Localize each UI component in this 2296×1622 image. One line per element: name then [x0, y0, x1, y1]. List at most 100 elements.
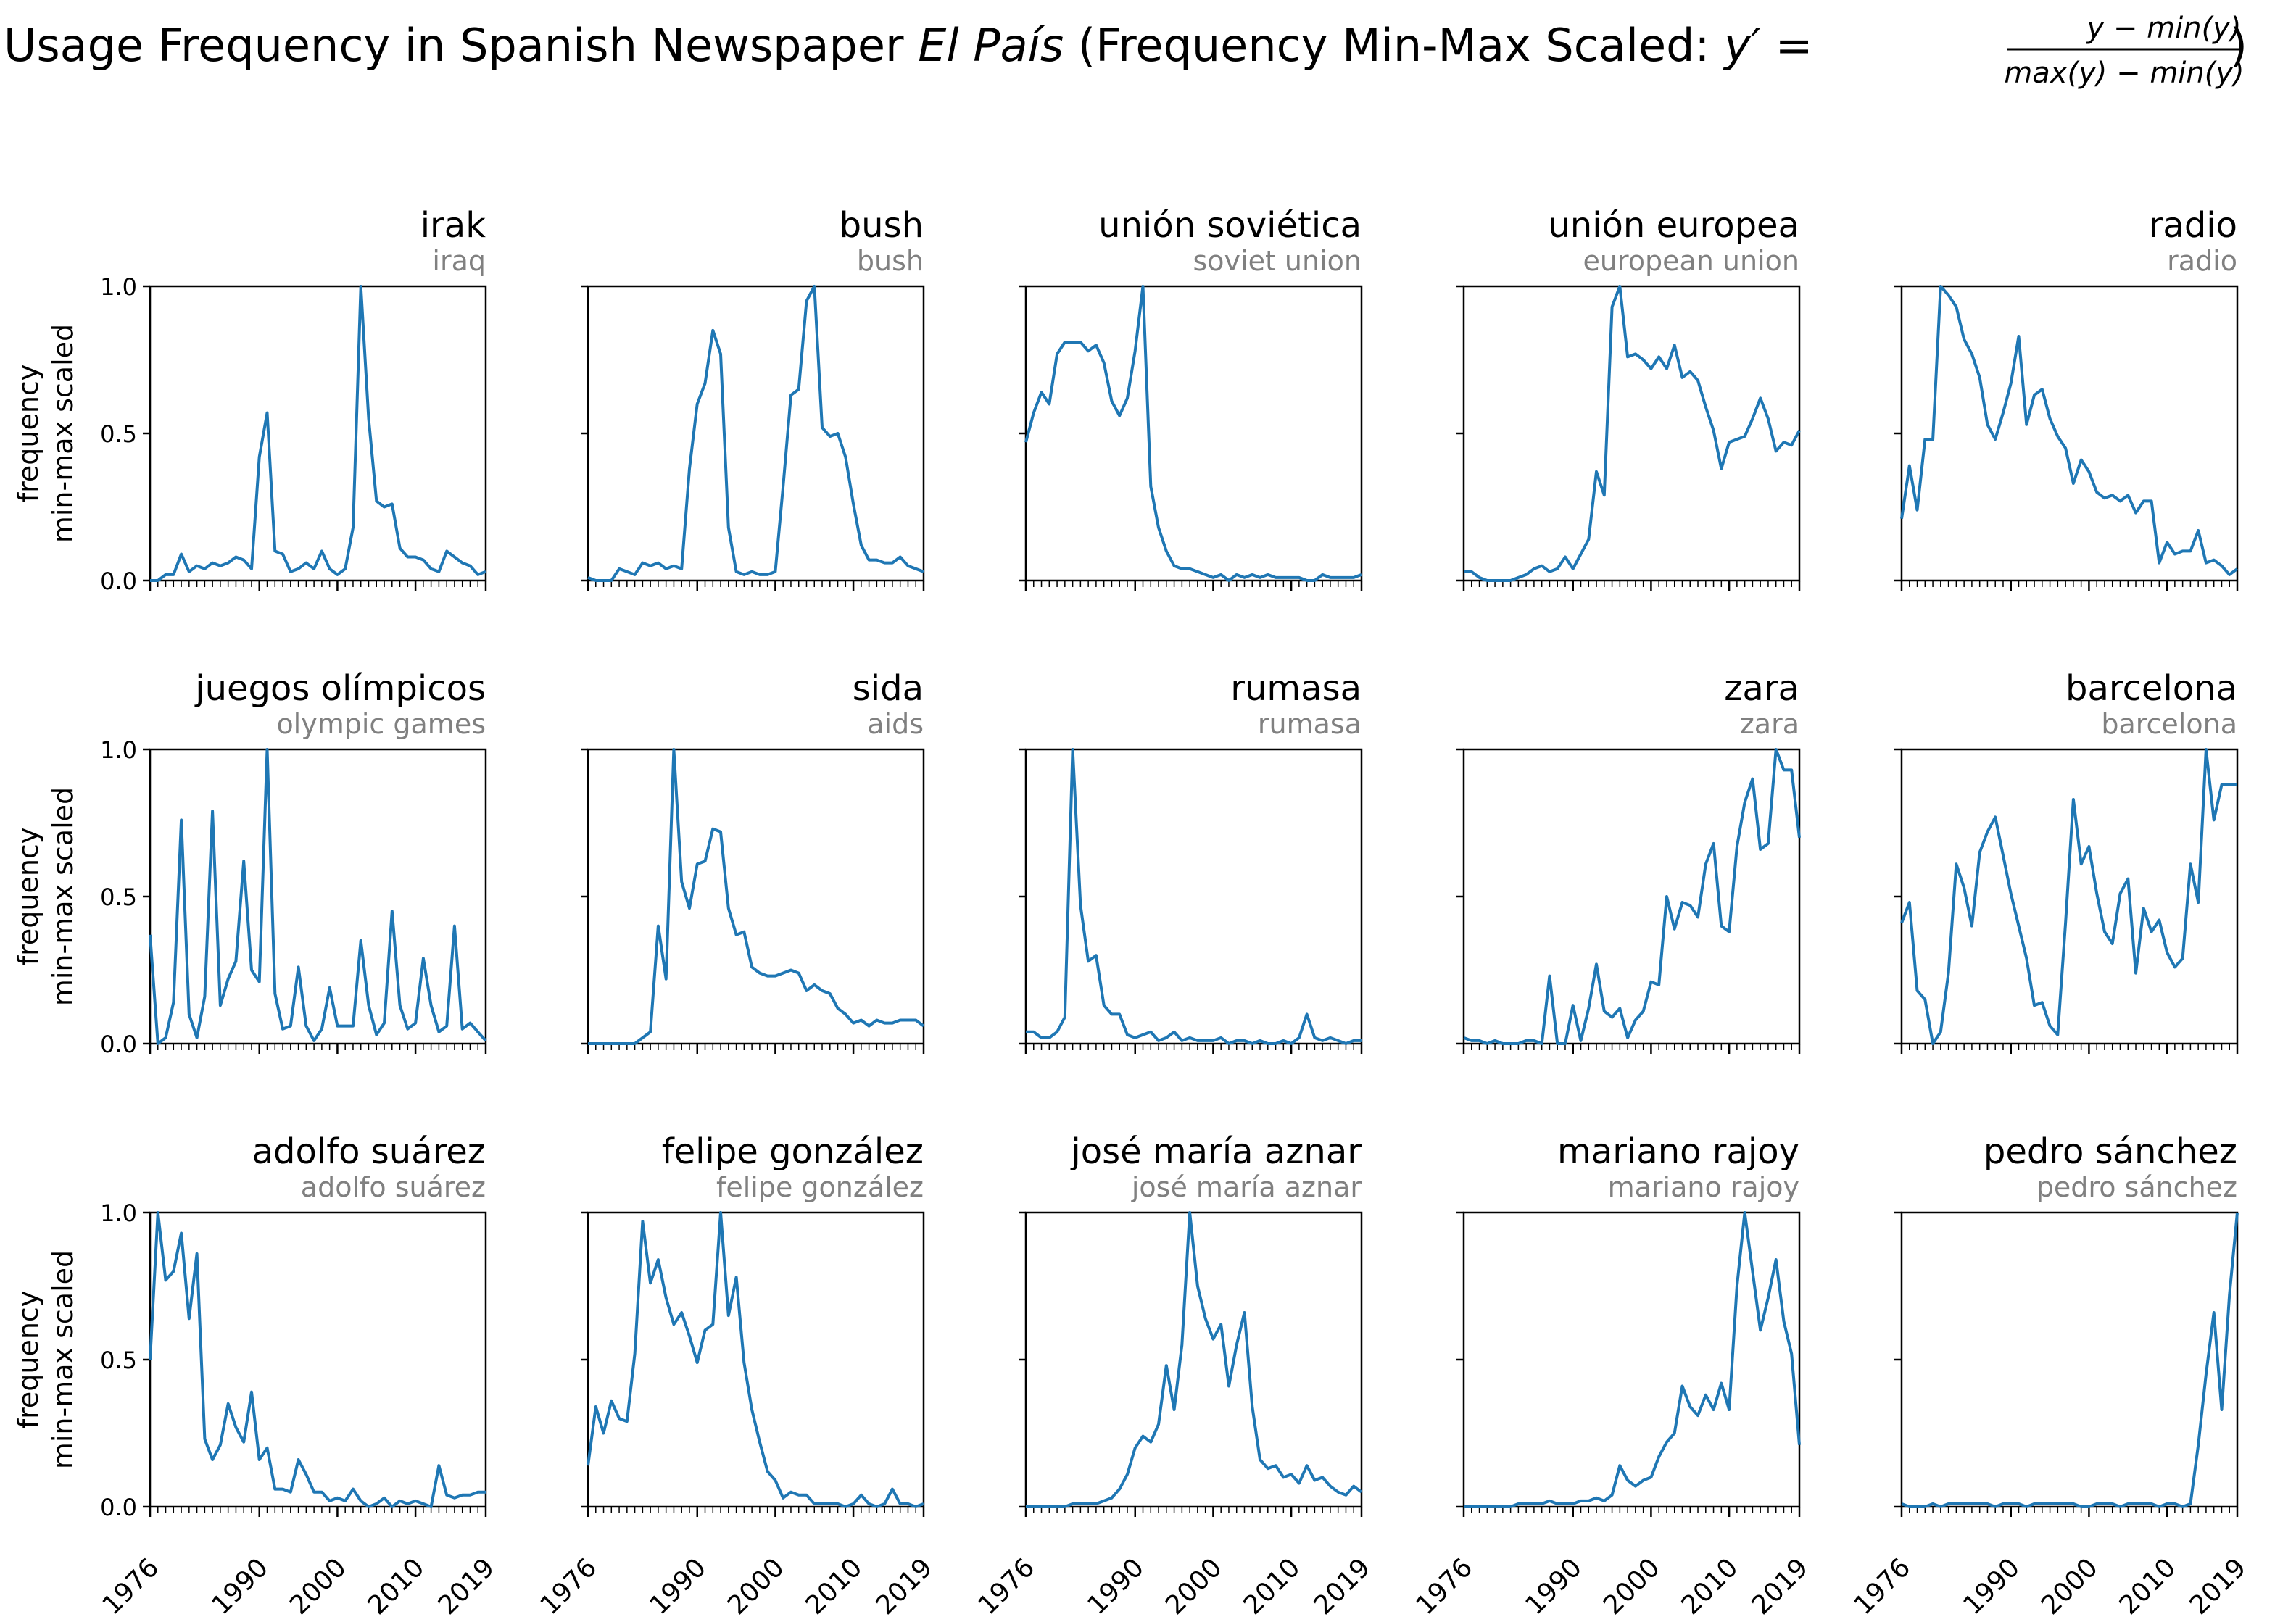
panel-subtitle: aids — [867, 708, 924, 740]
panel-subtitle: olympic games — [276, 708, 486, 740]
panel-subtitle: mariano rajoy — [1608, 1171, 1799, 1203]
panel-title: juegos olímpicos — [194, 668, 486, 709]
y-tick-label: 0.0 — [100, 567, 137, 595]
x-tick-label: 2019 — [2184, 1552, 2253, 1621]
x-tick-label: 2010 — [362, 1552, 431, 1621]
x-tick-label: 1976 — [1849, 1552, 1917, 1621]
panel-frame — [1462, 285, 1801, 582]
formula-numerator: y − min(y) — [2086, 12, 2242, 45]
panel-frame — [1900, 1211, 2239, 1508]
formula-denominator: max(y) − min(y) — [2004, 57, 2244, 90]
y-tick-label: 0.5 — [100, 420, 137, 448]
title-prefix: Word Usage Frequency in Spanish Newspape… — [0, 19, 918, 72]
y-axis-label-line2: min-max scaled — [47, 1250, 79, 1469]
panel-subtitle: zara — [1740, 708, 1799, 740]
series-line — [1464, 285, 1801, 582]
series-line — [587, 285, 924, 582]
panel-frame — [1900, 285, 2239, 582]
panel-title: mariano rajoy — [1557, 1131, 1799, 1172]
title-newspaper: El País — [918, 19, 1064, 72]
y-tick-label: 0.0 — [100, 1031, 137, 1058]
y-axis-label-line2: min-max scaled — [47, 324, 79, 543]
x-tick-label: 2000 — [722, 1552, 790, 1621]
panel-title: rumasa — [1230, 668, 1362, 709]
y-axis-label-line1: frequency — [12, 828, 44, 966]
x-tick-label: 2010 — [2114, 1552, 2182, 1621]
svg-text:Word Usage Frequency in Spanis: Word Usage Frequency in Spanish Newspape… — [0, 19, 2247, 72]
panel-title: unión europea — [1548, 205, 1799, 246]
x-tick-label: 1990 — [1082, 1552, 1150, 1621]
x-tick-label: 2000 — [1598, 1552, 1666, 1621]
panel-frame — [149, 285, 487, 582]
title-suffix: (Frequency Min-Max Scaled: — [1064, 19, 1724, 72]
panel-title: josé maría aznar — [1070, 1131, 1362, 1172]
series-line — [149, 1211, 486, 1508]
y-tick-label: 0.0 — [100, 1494, 137, 1521]
panel-title: adolfo suárez — [252, 1131, 486, 1172]
panel-title: sida — [853, 668, 924, 709]
panel-frame — [1024, 285, 1363, 582]
x-tick-label: 1990 — [1957, 1552, 2026, 1621]
panel-subtitle: felipe gonzález — [716, 1171, 924, 1203]
panel-subtitle: josé maría aznar — [1131, 1171, 1362, 1203]
series-line — [1901, 1212, 2239, 1508]
panel-frame — [587, 748, 925, 1045]
panel-frame — [149, 748, 487, 1045]
panel-subtitle: bush — [857, 245, 924, 277]
series-line — [1024, 285, 1362, 582]
series-line — [1900, 285, 2239, 576]
x-tick-label: 2019 — [1309, 1552, 1377, 1621]
panel-subtitle: rumasa — [1258, 708, 1362, 740]
figure-title: Word Usage Frequency in Spanish Newspape… — [0, 12, 2247, 90]
x-tick-label: 1990 — [1520, 1552, 1588, 1621]
panel-subtitle: barcelona — [2101, 708, 2237, 740]
title-close: ) — [2230, 19, 2247, 72]
panel-frame — [587, 285, 925, 582]
panel-subtitle: soviet union — [1193, 245, 1362, 277]
panel-title: barcelona — [2065, 668, 2237, 709]
series-line — [1026, 748, 1362, 1045]
panel-title: felipe gonzález — [662, 1131, 924, 1172]
series-line — [1026, 1211, 1363, 1508]
formula-lhs: y′ = — [1723, 19, 1827, 72]
series-line — [588, 748, 925, 1045]
panel-frame — [1462, 1211, 1801, 1508]
panel-subtitle: pedro sánchez — [2036, 1171, 2237, 1203]
series-line — [149, 748, 487, 1045]
x-tick-label: 1976 — [97, 1552, 165, 1621]
x-tick-label: 2000 — [1160, 1552, 1228, 1621]
x-tick-label: 1990 — [644, 1552, 712, 1621]
y-axis-label-line2: min-max scaled — [47, 787, 79, 1006]
panel-title: unión soviética — [1098, 205, 1362, 246]
x-tick-label: 2010 — [1676, 1552, 1744, 1621]
x-tick-label: 2019 — [1746, 1552, 1815, 1621]
panel-subtitle: adolfo suárez — [301, 1171, 486, 1203]
y-tick-label: 1.0 — [100, 1199, 137, 1227]
y-tick-label: 1.0 — [100, 273, 137, 301]
panel-subtitle: radio — [2167, 245, 2237, 277]
panel-title: pedro sánchez — [1984, 1131, 2237, 1172]
x-tick-label: 2019 — [871, 1552, 939, 1621]
y-tick-label: 1.0 — [100, 736, 137, 764]
x-tick-label: 1976 — [1411, 1552, 1479, 1621]
x-tick-label: 2010 — [800, 1552, 869, 1621]
panel-subtitle: iraq — [432, 245, 486, 277]
x-tick-label: 2000 — [2036, 1552, 2104, 1621]
x-tick-label: 1976 — [535, 1552, 603, 1621]
y-axis-label-line1: frequency — [12, 365, 44, 503]
